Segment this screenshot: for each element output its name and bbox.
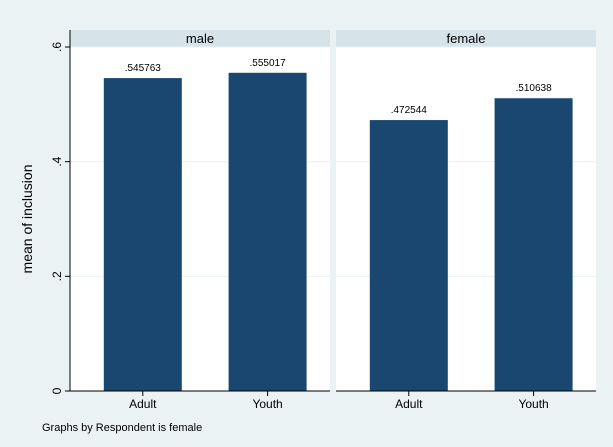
- y-tick-label: .4: [50, 156, 64, 166]
- bar: [103, 78, 182, 391]
- x-tick-label: Adult: [395, 397, 423, 411]
- value-label: .545763: [125, 63, 162, 74]
- panel-female: female .472544 Adult .510638 Youth: [336, 30, 596, 411]
- y-tick-label: .6: [50, 42, 64, 52]
- bar: [494, 98, 573, 391]
- y-tick-label: 0: [50, 387, 64, 394]
- value-label: .472544: [391, 105, 428, 116]
- x-tick-label: Youth: [252, 397, 282, 411]
- bar: [369, 120, 448, 392]
- y-axis-title: mean of inclusion: [19, 165, 35, 274]
- y-tick-label: .2: [50, 271, 64, 281]
- panel-title: male: [186, 31, 214, 46]
- panel-male: male .545763 Adult .555017 Youth: [70, 30, 330, 411]
- value-label: .555017: [250, 58, 287, 69]
- value-label: .510638: [516, 83, 553, 94]
- graph-note: Graphs by Respondent is female: [42, 422, 202, 434]
- bar: [228, 72, 307, 391]
- panel-strip: [70, 30, 330, 47]
- x-tick-label: Adult: [129, 397, 157, 411]
- panel-strip: [336, 30, 596, 47]
- panel-title: female: [446, 31, 485, 46]
- x-tick-label: Youth: [518, 397, 548, 411]
